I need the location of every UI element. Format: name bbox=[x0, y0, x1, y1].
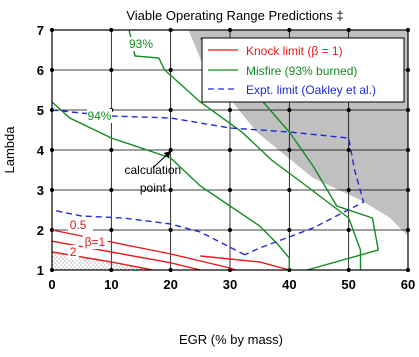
contour-label-bg bbox=[82, 235, 108, 249]
grid-point bbox=[109, 147, 114, 153]
y-tick-label: 4 bbox=[37, 143, 45, 158]
contour-label-bg bbox=[128, 37, 154, 51]
grid-point bbox=[287, 187, 292, 193]
x-tick-label: 50 bbox=[341, 277, 355, 292]
series-1-contour-2 bbox=[51, 101, 290, 270]
y-tick-label: 5 bbox=[37, 103, 44, 118]
y-tick-label: 6 bbox=[37, 63, 44, 78]
y-tick-label: 3 bbox=[37, 183, 44, 198]
contour-label-bg bbox=[67, 245, 79, 259]
annotation: calculation point bbox=[125, 151, 182, 195]
grid-point bbox=[287, 227, 292, 233]
grid-point bbox=[346, 187, 351, 193]
series-0-contour-1 bbox=[51, 240, 201, 271]
y-tick-label: 1 bbox=[37, 263, 44, 278]
legend-label-expt: Expt. limit (Oakley et al.) bbox=[246, 83, 376, 97]
grid-point bbox=[168, 227, 173, 233]
grid-point bbox=[227, 107, 233, 113]
legend-label-knock: Knock limit (β = 1) bbox=[246, 44, 343, 58]
series-0-contour-3 bbox=[200, 255, 290, 271]
y-tick-label: 2 bbox=[37, 223, 44, 238]
y-axis-label: Lambda bbox=[2, 126, 17, 174]
series-lines bbox=[51, 29, 380, 271]
contour-label: 2 bbox=[70, 245, 77, 259]
grid-point bbox=[109, 227, 114, 233]
grid-point bbox=[227, 187, 233, 193]
series-1-contour-0 bbox=[128, 29, 362, 270]
legend-label-misfire: Misfire (93% burned) bbox=[246, 64, 357, 78]
x-tick-label: 10 bbox=[104, 277, 118, 292]
contour-label-bg bbox=[86, 109, 112, 123]
y-tick-label: 7 bbox=[37, 23, 44, 38]
contour-label: 93% bbox=[129, 37, 153, 51]
contour-label: 0.5 bbox=[70, 218, 87, 232]
grid-point bbox=[168, 147, 173, 153]
grid-point bbox=[168, 107, 173, 113]
x-tick-label: 0 bbox=[48, 277, 55, 292]
legend: Knock limit (β = 1) Misfire (93% burned)… bbox=[201, 37, 405, 103]
x-tick-label: 30 bbox=[223, 277, 237, 292]
chart-title: Viable Operating Range Predictions ‡ bbox=[126, 8, 343, 23]
contour-label: 94% bbox=[87, 109, 111, 123]
plot-frame bbox=[51, 29, 409, 271]
annotation-text: point bbox=[140, 181, 167, 195]
grid-point bbox=[227, 147, 233, 153]
grid-point bbox=[346, 147, 351, 153]
series-2-contour-1 bbox=[51, 209, 246, 256]
annotation-arrowhead bbox=[163, 151, 171, 158]
grid-point bbox=[109, 187, 114, 193]
x-tick-label: 60 bbox=[401, 277, 415, 292]
axes: 0 10 20 30 40 50 60 1 2 3 4 5 6 7 bbox=[37, 23, 415, 292]
grid-point bbox=[168, 187, 173, 193]
grid-point bbox=[227, 227, 233, 233]
annotation-text: calculation bbox=[125, 163, 182, 177]
x-tick-label: 20 bbox=[163, 277, 177, 292]
grid-point bbox=[287, 107, 292, 113]
grid-point bbox=[109, 67, 114, 73]
contour-label-bg bbox=[67, 218, 93, 233]
annotation-arrow bbox=[152, 152, 170, 169]
x-tick-label: 40 bbox=[282, 277, 296, 292]
grid-point bbox=[346, 107, 351, 113]
grid-point bbox=[346, 227, 351, 233]
grid-point bbox=[168, 67, 173, 73]
x-axis-label: EGR (% by mass) bbox=[179, 332, 283, 347]
grid-point bbox=[287, 147, 292, 153]
contour-label: β=1 bbox=[85, 235, 106, 249]
